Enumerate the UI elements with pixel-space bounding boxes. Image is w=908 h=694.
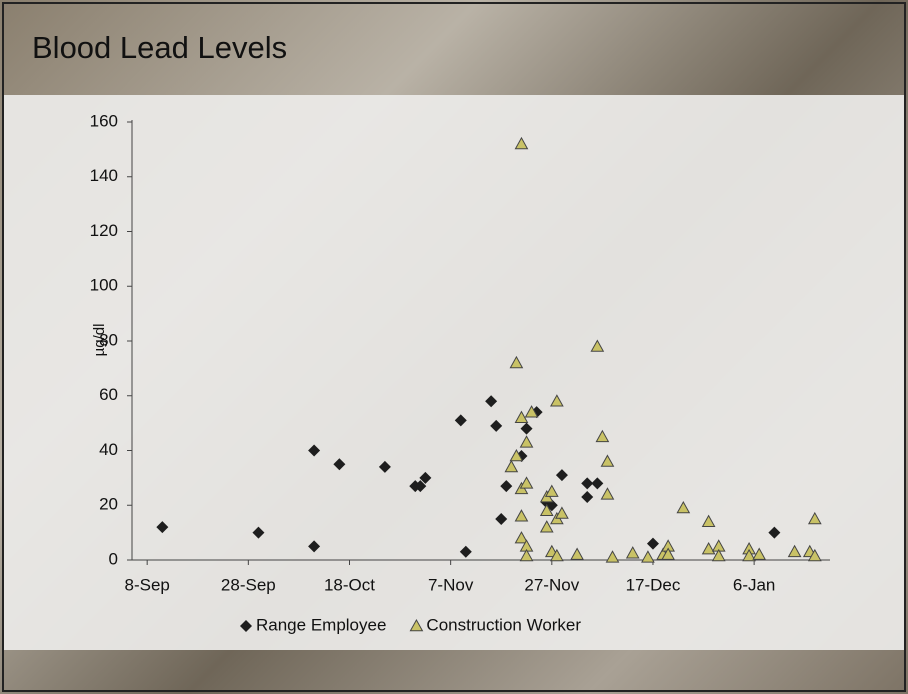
point — [768, 526, 781, 539]
y-tick-label: 20 — [99, 495, 118, 514]
point — [701, 542, 716, 555]
point — [156, 521, 169, 534]
point — [495, 512, 508, 525]
point — [504, 459, 519, 473]
point — [676, 500, 691, 514]
point — [514, 136, 529, 150]
point — [308, 444, 321, 457]
point — [490, 419, 503, 432]
point — [581, 477, 594, 490]
point — [600, 454, 615, 467]
point — [514, 531, 529, 544]
point — [524, 405, 539, 418]
point — [605, 550, 620, 563]
point — [544, 484, 559, 497]
point — [520, 422, 533, 435]
point — [509, 355, 524, 369]
panel — [4, 95, 904, 650]
y-tick-label: 0 — [109, 549, 118, 568]
legend-marker — [409, 618, 424, 632]
point — [539, 520, 554, 533]
point — [514, 410, 529, 423]
point — [555, 469, 568, 482]
point — [591, 477, 604, 490]
x-tick-label: 7-Nov — [428, 575, 474, 594]
point — [514, 509, 529, 522]
point — [711, 548, 726, 562]
y-axis-label: µg/dl — [91, 324, 108, 357]
point — [787, 544, 802, 558]
point — [555, 506, 569, 519]
point — [701, 514, 716, 527]
y-tick-label: 100 — [90, 276, 118, 295]
point — [625, 546, 640, 559]
point — [509, 448, 524, 462]
y-tick-label: 40 — [99, 440, 118, 459]
point — [519, 548, 534, 562]
x-tick-label: 18-Oct — [324, 575, 375, 594]
y-tick-label: 120 — [90, 221, 118, 240]
x-tick-label: 28-Sep — [221, 575, 276, 594]
point — [752, 547, 767, 560]
point — [550, 394, 564, 407]
point — [308, 540, 321, 553]
point — [807, 511, 822, 525]
y-tick-label: 60 — [99, 385, 118, 404]
point — [519, 435, 534, 448]
y-tick-label: 80 — [99, 330, 118, 349]
y-tick-label: 160 — [90, 111, 118, 130]
point — [378, 460, 391, 473]
chart-title: Blood Lead Levels — [32, 30, 287, 65]
point — [641, 550, 655, 563]
point — [539, 503, 554, 517]
point — [419, 471, 432, 484]
point — [485, 395, 498, 408]
x-tick-label: 6-Jan — [733, 575, 776, 594]
point — [742, 548, 756, 562]
point — [519, 476, 534, 489]
point — [595, 429, 610, 443]
point — [459, 545, 472, 558]
x-tick-label: 8-Sep — [124, 575, 169, 594]
point — [252, 526, 265, 539]
legend-marker — [240, 620, 252, 632]
y-tick-label: 140 — [90, 166, 118, 185]
point — [590, 339, 605, 352]
point — [646, 537, 659, 550]
point — [807, 548, 822, 562]
point — [550, 548, 564, 562]
point — [661, 547, 675, 560]
point — [581, 491, 594, 504]
point — [600, 487, 615, 500]
point — [570, 547, 584, 560]
legend-label: Construction Worker — [426, 615, 581, 634]
x-tick-label: 17-Dec — [626, 575, 681, 594]
point — [500, 480, 513, 493]
x-tick-label: 27-Nov — [524, 575, 579, 594]
point — [454, 414, 467, 427]
point — [333, 458, 346, 471]
legend-label: Range Employee — [256, 615, 386, 634]
point — [414, 480, 427, 493]
